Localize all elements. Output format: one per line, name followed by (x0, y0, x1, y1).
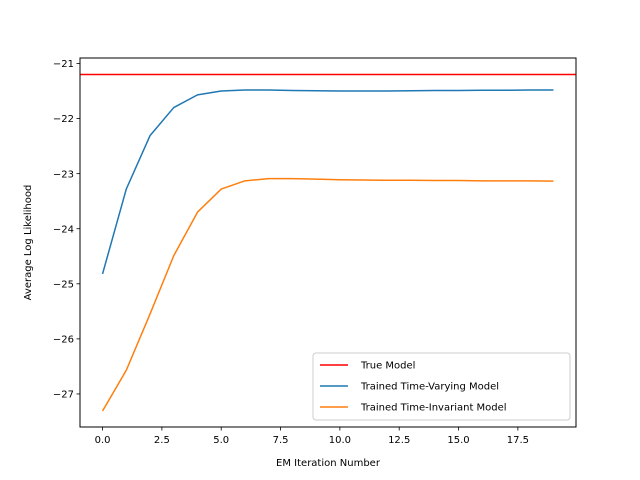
x-tick-label: 7.5 (273, 435, 289, 446)
time-invariant-series-line (101, 177, 554, 412)
plot-frame (79, 57, 577, 428)
legend-label: True Model (360, 361, 415, 372)
x-tick-label: 12.5 (388, 435, 410, 446)
y-tick-label: −24 (53, 224, 74, 235)
y-tick-label: −22 (53, 114, 74, 125)
x-tick-label: 2.5 (154, 435, 170, 446)
x-tick-label: 10.0 (329, 435, 351, 446)
legend-label: Trained Time-Invariant Model (360, 403, 507, 414)
y-tick-label: −27 (53, 390, 74, 401)
time-varying-series-line (101, 89, 554, 275)
x-tick-label: 17.5 (507, 435, 529, 446)
legend-label: Trained Time-Varying Model (360, 382, 499, 393)
y-tick-label: −21 (53, 59, 74, 70)
legend: True Model Trained Time-Varying Model Trai… (312, 352, 571, 421)
y-axis-title: Average Log Likelihood (23, 185, 34, 301)
x-tick-label: 15.0 (447, 435, 469, 446)
x-tick-label: 5.0 (213, 435, 229, 446)
x-axis-title: EM Iteration Number (276, 458, 381, 469)
y-axis: −27 −26 −25 −24 −23 −22 −21 (53, 59, 80, 401)
plot-marks (80, 73, 576, 412)
x-axis: 0.0 2.5 5.0 7.5 10.0 12.5 15.0 17.5 (95, 427, 529, 446)
y-tick-label: −26 (53, 334, 74, 345)
y-tick-label: −23 (53, 169, 74, 180)
legend-box (312, 352, 571, 421)
y-tick-label: −25 (53, 279, 74, 290)
x-tick-label: 0.0 (95, 435, 111, 446)
